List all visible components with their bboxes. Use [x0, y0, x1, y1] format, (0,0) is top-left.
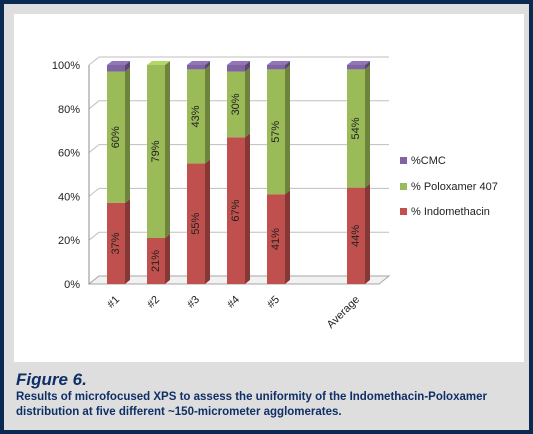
bar-segment-side	[365, 183, 370, 284]
bar-top	[227, 61, 250, 65]
legend-swatch	[400, 183, 407, 190]
x-tick-label: #2	[145, 294, 162, 311]
bar-segment-side	[365, 65, 370, 188]
chart-panel: 0% 20% 40% 60% 80% 100% 37% 60% #1 21% 79% #2 55% 43%…	[14, 14, 524, 362]
y-tick-label: 60%	[58, 148, 80, 160]
bar-segment	[107, 71, 125, 203]
bar-segment-side	[245, 67, 250, 138]
bar-segment	[267, 194, 285, 284]
bar-segment-side	[285, 190, 290, 284]
bar-segment-side	[365, 61, 370, 70]
y-tick-label: 80%	[58, 104, 80, 116]
bar-segment-side	[205, 61, 210, 70]
bar-top	[347, 61, 370, 65]
stacked-bar-chart: 0% 20% 40% 60% 80% 100% 37% 60% #1 21% 79% #2 55% 43%…	[52, 56, 498, 331]
bar-segment	[107, 202, 125, 284]
data-label: 57%	[270, 121, 282, 143]
bar-segment	[147, 238, 165, 284]
bar-segment	[227, 137, 245, 284]
legend-label: % Indomethacin	[411, 206, 490, 218]
x-tick-label: #4	[225, 294, 242, 311]
bar-segment-side	[165, 234, 170, 284]
bar-segment-side	[285, 65, 290, 195]
bar-segment-side	[245, 61, 250, 72]
legend-swatch	[400, 157, 407, 164]
data-label: 43%	[190, 105, 202, 127]
gridline	[88, 100, 389, 110]
legend-swatch	[400, 208, 407, 215]
data-label: 41%	[270, 228, 282, 250]
bar-segment	[107, 65, 125, 72]
bar-segment-side	[125, 198, 130, 284]
bar-segment	[227, 71, 245, 138]
bar-segment	[267, 65, 285, 70]
bar-segment	[347, 65, 365, 70]
bar-segment-side	[205, 65, 210, 164]
bar-top	[147, 61, 170, 65]
figure-caption-text: Results of microfocused XPS to assess th…	[16, 391, 487, 418]
y-tick-label: 40%	[58, 191, 80, 203]
gridline	[88, 144, 389, 153]
y-tick-label: 0%	[64, 279, 80, 291]
data-label: 21%	[150, 250, 162, 272]
gridline	[88, 56, 389, 66]
x-tick-label: #3	[185, 294, 202, 311]
data-label: 79%	[150, 140, 162, 162]
legend-label: % Poloxamer 407	[411, 181, 498, 193]
bar-segment	[147, 65, 165, 239]
bar-segment-side	[245, 133, 250, 284]
data-label: 54%	[350, 117, 362, 139]
data-label: 67%	[230, 199, 242, 221]
bar-segment	[267, 69, 285, 195]
bar-segment-side	[285, 61, 290, 70]
gridline	[88, 187, 389, 197]
bar-segment	[187, 69, 205, 164]
bar-top	[187, 61, 210, 65]
bar-segment-side	[125, 61, 130, 72]
bar-segment	[227, 65, 245, 72]
legend-label: %CMC	[411, 155, 446, 167]
bar-segment	[187, 65, 205, 70]
y-tick-label: 20%	[58, 235, 80, 247]
bar-segment-side	[205, 159, 210, 284]
gridline	[88, 231, 389, 241]
bar-segment	[347, 187, 365, 284]
figure-caption: Figure 6. Results of microfocused XPS to…	[16, 370, 526, 420]
bar-segment	[187, 163, 205, 284]
data-label: 60%	[110, 126, 122, 148]
bar-segment	[347, 69, 365, 188]
data-label: 30%	[230, 93, 242, 115]
y-tick-label: 100%	[52, 60, 80, 72]
bar-segment-side	[125, 67, 130, 203]
bar-segment-side	[165, 61, 170, 239]
bar-top	[107, 61, 130, 65]
data-label: 44%	[350, 225, 362, 247]
x-tick-label: #5	[265, 294, 282, 311]
data-label: 37%	[110, 232, 122, 254]
bar-top	[267, 61, 290, 65]
figure-title: Figure 6.	[16, 370, 87, 389]
data-label: 55%	[190, 213, 202, 235]
x-tick-label: #1	[105, 294, 122, 311]
x-tick-label: Average	[325, 294, 362, 331]
